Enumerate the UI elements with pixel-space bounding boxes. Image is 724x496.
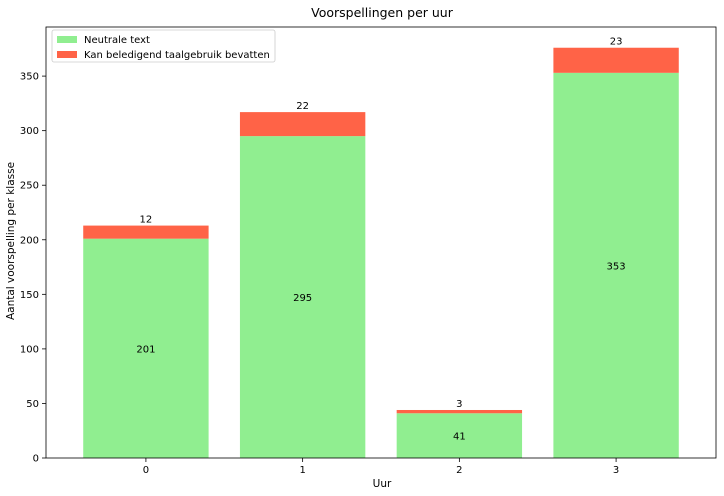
chart-title: Voorspellingen per uur xyxy=(311,5,454,20)
bar-series-0-cat-2 xyxy=(396,413,523,458)
bar-series-0-cat-0 xyxy=(83,238,209,458)
y-axis-label: Aantal voorspelling per klasse xyxy=(5,162,17,320)
x-tick-label-0: 0 xyxy=(143,465,149,476)
axes-frame xyxy=(45,26,717,459)
bar-series-1-cat-2 xyxy=(396,409,523,414)
y-tick-label-2: 100 xyxy=(20,344,39,355)
plot-area: 2012954135312223230501001502002503003500… xyxy=(20,37,679,476)
bar-value-label-series-0-cat-0: 201 xyxy=(136,344,155,355)
legend-swatch-0 xyxy=(57,36,77,43)
bar-value-label-series-1-cat-0: 12 xyxy=(140,215,153,226)
bar-value-label-series-1-cat-3: 23 xyxy=(610,37,623,48)
bar-series-1-cat-0 xyxy=(83,225,209,239)
x-tick-label-3: 3 xyxy=(613,465,619,476)
legend: Neutrale text Kan beledigend taalgebruik … xyxy=(51,29,276,63)
bar-series-1-cat-3 xyxy=(553,47,679,73)
y-tick-label-6: 300 xyxy=(20,126,39,137)
y-tick-label-1: 50 xyxy=(26,399,39,410)
legend-swatch-1 xyxy=(57,51,77,58)
legend-box xyxy=(51,29,276,63)
bar-value-label-series-1-cat-1: 22 xyxy=(296,101,309,112)
x-tick-label-2: 2 xyxy=(456,465,462,476)
y-tick-label-3: 150 xyxy=(20,290,39,301)
x-tick-label-1: 1 xyxy=(299,465,305,476)
bar-value-label-series-1-cat-2: 3 xyxy=(456,399,462,410)
x-axis-label: Uur xyxy=(373,478,392,490)
bar-series-0-cat-1 xyxy=(239,136,366,458)
bar-series-1-cat-1 xyxy=(239,112,366,137)
legend-label-1: Kan beledigend taalgebruik bevatten xyxy=(84,50,270,61)
y-tick-label-4: 200 xyxy=(20,235,39,246)
legend-label-0: Neutrale text xyxy=(84,35,150,46)
bar-value-label-series-0-cat-1: 295 xyxy=(293,293,312,304)
bar-series-0-cat-3 xyxy=(553,72,679,458)
y-tick-label-0: 0 xyxy=(33,454,39,465)
bar-value-label-series-0-cat-2: 41 xyxy=(453,432,466,443)
bar-value-label-series-0-cat-3: 353 xyxy=(607,261,626,272)
y-tick-label-7: 350 xyxy=(20,72,39,83)
y-tick-label-5: 250 xyxy=(20,181,39,192)
